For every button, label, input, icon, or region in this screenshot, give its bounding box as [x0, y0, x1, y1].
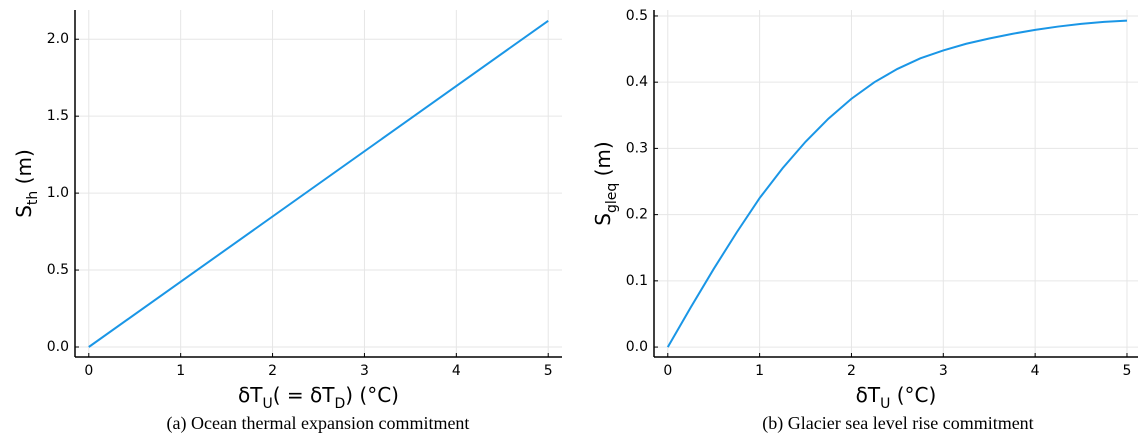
y-tick-label: 0.0	[47, 339, 69, 355]
line-series	[666, 19, 1128, 348]
subscript: gleq	[604, 183, 620, 213]
caption: (a) Ocean thermal expansion commitment	[167, 413, 470, 434]
label-part: ) (°C)	[345, 383, 399, 407]
line-series	[88, 19, 549, 348]
x-tick-label: 3	[360, 363, 369, 379]
y-axis-label: Sgleq (m)	[591, 141, 621, 225]
y-tick-label: 0.4	[626, 74, 648, 90]
x-tick-label: 3	[939, 363, 948, 379]
x-tick-label: 5	[544, 363, 553, 379]
label-part: (m)	[12, 149, 36, 190]
y-tick-label: 0.3	[626, 140, 648, 156]
x-tick-label: 2	[847, 363, 856, 379]
y-tick-label: 0.5	[47, 262, 69, 278]
label-part: (°C)	[890, 383, 936, 407]
y-tick-label: 0.5	[626, 8, 648, 24]
label-part: S	[591, 213, 615, 226]
subscript: U	[262, 396, 272, 412]
label-part: (m)	[591, 141, 615, 182]
chart: 0 1 2 3 4 5 0.0 0.1 0.2 0.3 0.4 0.5 δTU (°C) Sgleq (m…	[591, 8, 1138, 434]
y-tick-label: 0.1	[626, 273, 648, 289]
y-tick-label: 1.0	[47, 185, 69, 201]
x-tick-label: 1	[176, 363, 185, 379]
subscript: D	[334, 396, 345, 412]
caption: (b) Glacier sea level rise commitment	[762, 413, 1033, 434]
subscript: U	[880, 396, 890, 412]
x-tick-label: 1	[755, 363, 764, 379]
y-tick-label: 0.2	[626, 207, 648, 223]
x-tick-label: 0	[663, 363, 672, 379]
x-tick-label: 2	[268, 363, 277, 379]
y-axis-label: Sth (m)	[12, 149, 42, 218]
label-part: ( = δT	[273, 383, 336, 407]
label-part: δT	[856, 383, 881, 407]
label-part: δT	[238, 383, 263, 407]
y-tick-label: 1.5	[47, 108, 69, 124]
x-tick-label: 4	[452, 363, 461, 379]
chart: 0 1 2 3 4 5 0.0 0.5 1.0 1.5 2.0 δTU( = δTD) (°C) Sth…	[12, 10, 562, 434]
label-part: S	[12, 205, 36, 218]
x-axis-label: δTU( = δTD) (°C)	[238, 383, 399, 413]
x-tick-label: 4	[1031, 363, 1040, 379]
y-tick-label: 0.0	[626, 339, 648, 355]
x-tick-label: 5	[1123, 363, 1132, 379]
x-axis-label: δTU (°C)	[856, 383, 937, 413]
y-tick-label: 2.0	[47, 31, 69, 47]
subscript: th	[25, 191, 41, 205]
x-tick-label: 0	[84, 363, 93, 379]
